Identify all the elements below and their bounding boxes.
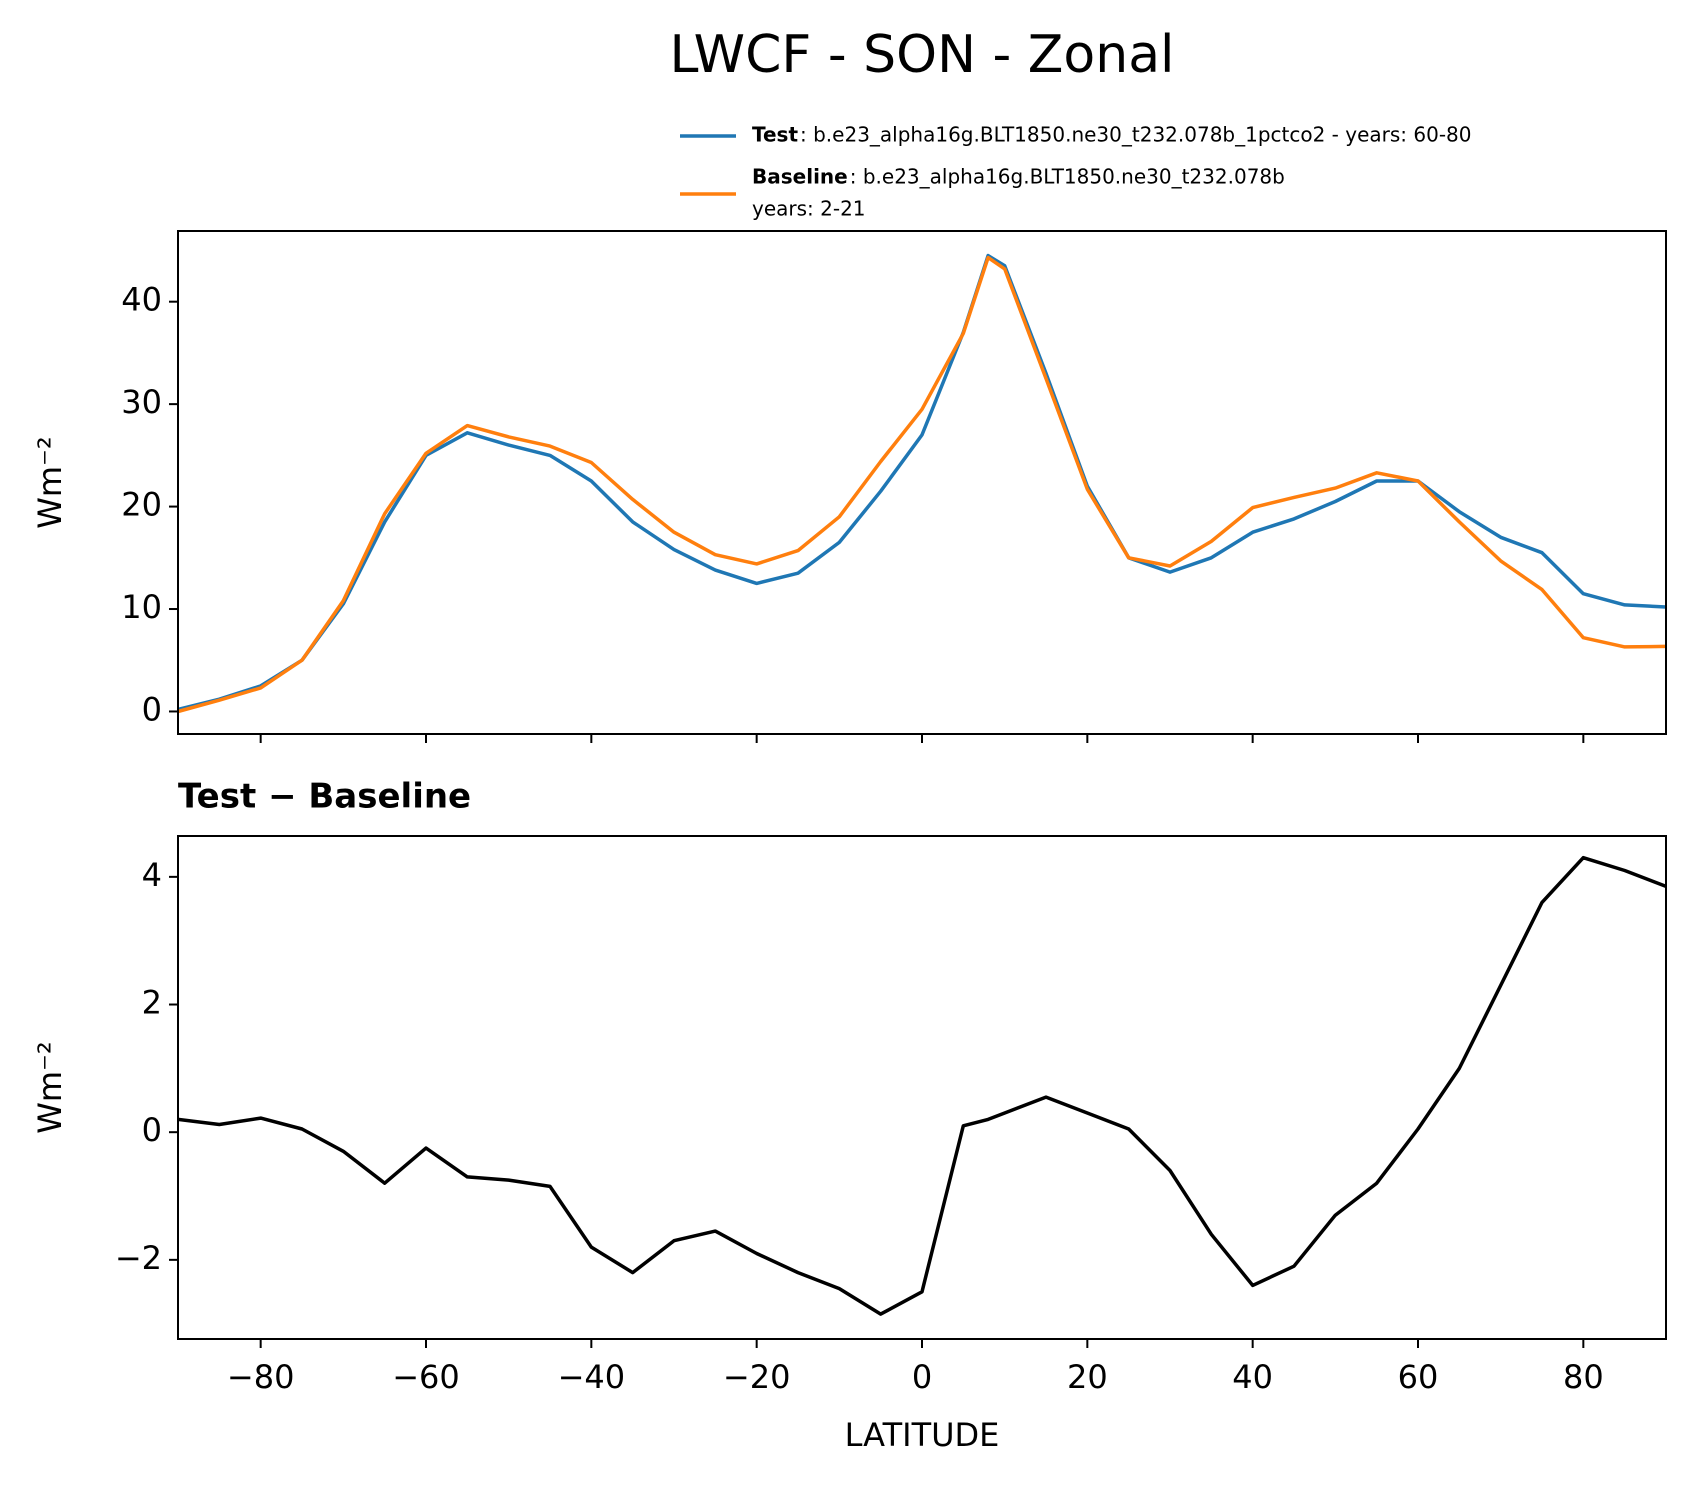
x-tick-label: 80 xyxy=(1563,1358,1604,1396)
y-tick-label: 0 xyxy=(142,690,162,728)
x-tick-label: 40 xyxy=(1232,1358,1273,1396)
x-tick-label: −80 xyxy=(227,1358,295,1396)
legend-label: years: 2-21 xyxy=(752,197,866,221)
x-tick-label: 0 xyxy=(912,1358,932,1396)
x-tick-label: −60 xyxy=(392,1358,460,1396)
x-tick-label: −40 xyxy=(558,1358,626,1396)
y-tick-label: 2 xyxy=(142,984,162,1022)
x-tick-label: −20 xyxy=(723,1358,791,1396)
y-tick-label: 30 xyxy=(121,383,162,421)
legend-name: Baseline xyxy=(752,165,848,189)
data-line xyxy=(178,253,1666,712)
legend-label: : b.e23_alpha16g.BLT1850.ne30_t232.078b xyxy=(850,165,1285,189)
x-axis-label: LATITUDE xyxy=(845,1416,1000,1454)
plot-frame xyxy=(177,835,1667,1340)
x-tick-label: 20 xyxy=(1067,1358,1108,1396)
chart-title: LWCF - SON - Zonal xyxy=(669,25,1174,85)
y-axis-label: Wm⁻² xyxy=(31,1041,69,1134)
y-tick-label: 20 xyxy=(121,486,162,524)
y-tick-label: 0 xyxy=(142,1111,162,1149)
x-tick-label: 60 xyxy=(1398,1358,1439,1396)
legend-label: : b.e23_alpha16g.BLT1850.ne30_t232.078b_… xyxy=(800,123,1472,147)
y-axis-label: Wm⁻² xyxy=(31,436,69,529)
legend-name: Test xyxy=(752,123,798,147)
y-tick-label: 40 xyxy=(121,281,162,319)
data-line xyxy=(178,855,1666,1316)
y-tick-label: 4 xyxy=(142,856,162,894)
y-tick-label: −2 xyxy=(115,1239,162,1277)
y-tick-label: 10 xyxy=(121,588,162,626)
plot-frame xyxy=(177,230,1667,735)
panel-title: Test − Baseline xyxy=(178,777,471,817)
data-line xyxy=(178,255,1666,714)
